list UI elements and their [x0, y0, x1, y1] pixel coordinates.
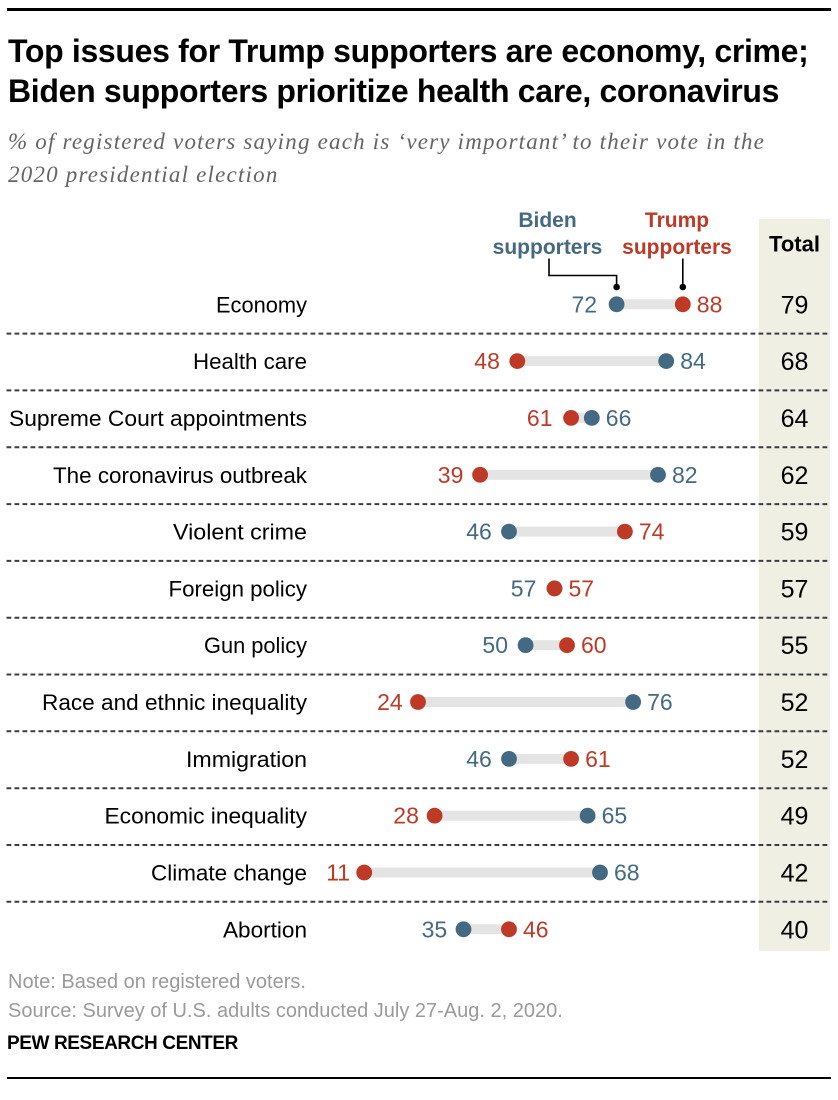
svg-text:52: 52	[781, 689, 809, 717]
svg-text:64: 64	[781, 405, 809, 433]
svg-text:59: 59	[781, 519, 809, 547]
svg-text:46: 46	[466, 519, 492, 545]
svg-text:61: 61	[527, 405, 553, 431]
svg-text:39: 39	[438, 462, 464, 488]
svg-text:57: 57	[511, 575, 537, 601]
svg-text:Immigration: Immigration	[186, 747, 307, 772]
svg-text:40: 40	[781, 916, 809, 944]
svg-text:65: 65	[602, 803, 628, 829]
svg-text:Race and ethnic inequality: Race and ethnic inequality	[42, 690, 307, 715]
svg-text:The coronavirus outbreak: The coronavirus outbreak	[53, 463, 308, 488]
svg-text:68: 68	[781, 348, 809, 376]
svg-text:Abortion: Abortion	[223, 917, 307, 942]
svg-text:Climate change: Climate change	[151, 861, 307, 886]
svg-text:Supreme Court appointments: Supreme Court appointments	[9, 406, 307, 431]
svg-text:79: 79	[781, 291, 809, 319]
svg-text:60: 60	[581, 632, 607, 658]
svg-text:66: 66	[606, 405, 632, 431]
svg-text:68: 68	[614, 860, 640, 886]
svg-text:Foreign policy: Foreign policy	[169, 576, 308, 601]
svg-text:Economy: Economy	[216, 292, 307, 317]
svg-text:57: 57	[781, 575, 809, 603]
svg-text:57: 57	[569, 575, 595, 601]
svg-text:Economic inequality: Economic inequality	[105, 804, 308, 829]
svg-text:24: 24	[377, 689, 403, 715]
svg-text:84: 84	[680, 348, 706, 374]
svg-text:11: 11	[326, 860, 350, 886]
svg-text:88: 88	[697, 291, 723, 317]
svg-text:50: 50	[482, 632, 508, 658]
svg-text:72: 72	[572, 291, 598, 317]
svg-text:74: 74	[639, 519, 665, 545]
svg-text:Gun policy: Gun policy	[204, 633, 307, 658]
svg-text:35: 35	[422, 916, 448, 942]
svg-text:82: 82	[672, 462, 698, 488]
svg-text:46: 46	[466, 746, 492, 772]
svg-text:28: 28	[393, 803, 419, 829]
svg-text:49: 49	[781, 803, 809, 831]
svg-text:46: 46	[523, 916, 549, 942]
svg-text:52: 52	[781, 746, 809, 774]
svg-text:76: 76	[647, 689, 673, 715]
svg-text:Violent crime: Violent crime	[173, 520, 307, 545]
svg-text:48: 48	[474, 348, 500, 374]
svg-text:61: 61	[585, 746, 611, 772]
svg-text:42: 42	[781, 860, 809, 888]
svg-text:Health care: Health care	[193, 349, 307, 374]
svg-text:Total: Total	[769, 232, 820, 257]
svg-text:55: 55	[781, 632, 809, 660]
svg-text:62: 62	[781, 462, 809, 490]
